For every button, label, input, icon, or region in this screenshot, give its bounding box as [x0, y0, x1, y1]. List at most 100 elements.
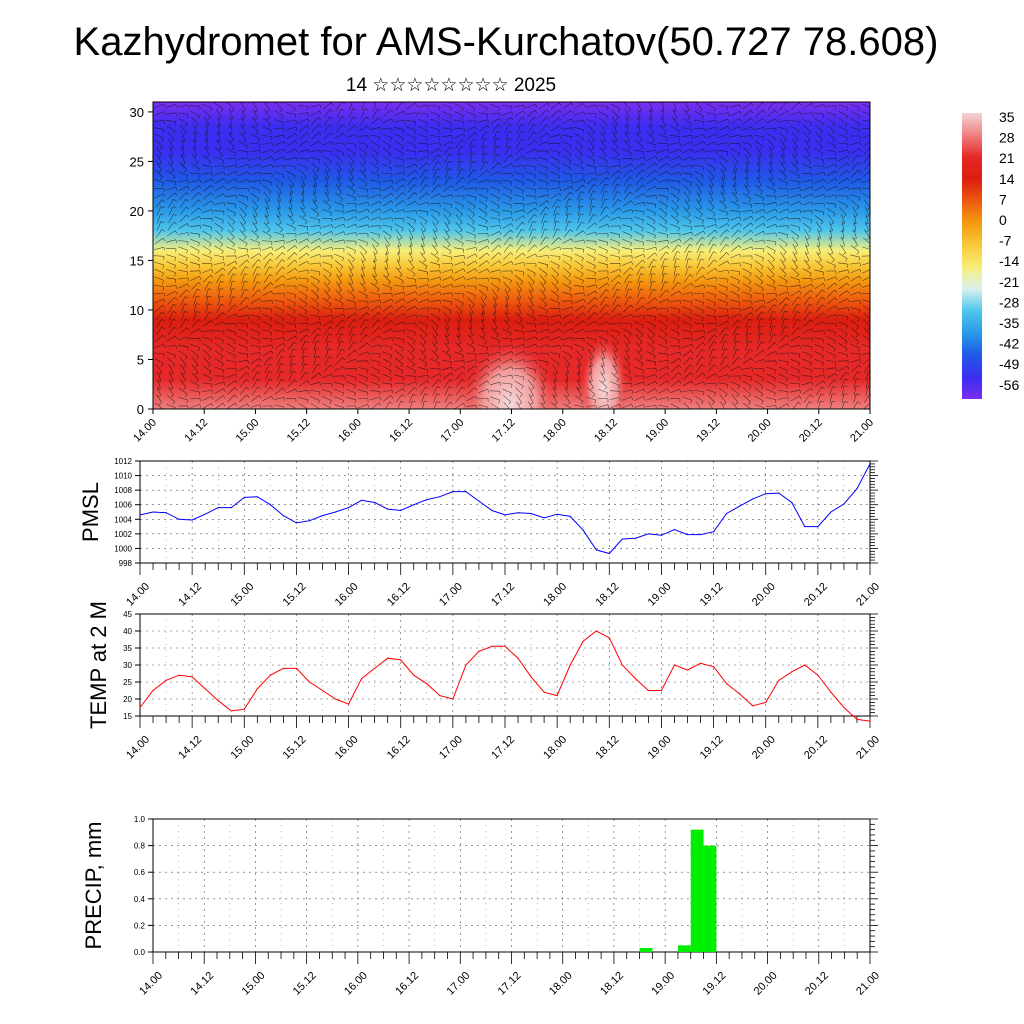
pmsl-series-point — [752, 498, 754, 500]
temp-series-point — [282, 667, 284, 670]
page-subtitle: 14 ☆☆☆☆☆☆☆☆ 2025 — [346, 75, 556, 96]
temp-series-point — [387, 657, 389, 659]
temperature-field — [153, 102, 870, 409]
temp-series-point — [491, 645, 493, 647]
y-tick-label: 998 — [119, 559, 133, 568]
temp-series-point — [400, 659, 402, 661]
x-tick-label: 21.00 — [854, 970, 882, 998]
time-tick-label: 14.12 — [182, 417, 210, 445]
temp-series-point — [765, 701, 767, 704]
pmsl-series-point — [321, 515, 324, 517]
colorbar-label: 35 — [999, 109, 1015, 125]
height-tick-label: 0 — [137, 402, 144, 417]
temp-series-point — [465, 664, 467, 666]
page-title: Kazhydromet for AMS-Kurchatov(50.727 78.… — [74, 20, 939, 64]
pmsl-series-point — [843, 503, 845, 505]
temp-series-point — [152, 689, 154, 692]
temp-series-point — [869, 720, 871, 722]
y-tick-label: 20 — [123, 695, 132, 704]
x-tick-label: 16.12 — [385, 581, 413, 609]
time-tick-label: 16.12 — [387, 417, 415, 445]
pmsl-series-point — [269, 504, 271, 506]
colorbar-label: -49 — [999, 356, 1019, 372]
temp-series-point — [791, 671, 793, 673]
pmsl-series-point — [191, 519, 193, 521]
pmsl-series-point — [295, 522, 298, 524]
temp-series-point — [530, 676, 532, 678]
temp-series-point — [439, 695, 441, 697]
time-tick-label: 18.00 — [541, 417, 569, 445]
colorbar-label: 0 — [999, 212, 1007, 228]
colorbar-label: -56 — [999, 377, 1019, 393]
height-tick-label: 15 — [130, 253, 144, 268]
height-axis: 0 5 10 15 20 25 30 — [130, 105, 153, 417]
pmsl-series-point — [465, 491, 467, 493]
x-tick-label: 15.12 — [291, 970, 319, 998]
temp-series-point — [256, 688, 258, 690]
time-tick-label: 15.00 — [234, 417, 262, 445]
x-tick-label: 17.00 — [437, 734, 465, 762]
pmsl-series-point — [856, 488, 858, 490]
temp-series-point — [165, 679, 167, 681]
temp-series-point — [478, 650, 480, 653]
y-tick-label: 1012 — [114, 457, 132, 466]
temp-series-point — [582, 640, 584, 642]
x-tick-label: 19.12 — [698, 581, 726, 609]
temp-series-point — [517, 657, 519, 659]
y-tick-label: 0.4 — [134, 895, 146, 904]
precip-bar — [677, 945, 691, 952]
y-tick-label: 1010 — [114, 472, 132, 481]
x-tick-label: 18.00 — [547, 970, 575, 998]
pmsl-series-point — [139, 514, 141, 516]
pmsl-series-point — [517, 512, 519, 514]
pmsl-series-point — [478, 500, 480, 502]
x-tick-label: 19.12 — [698, 734, 726, 762]
temp-2m-panel: 15 20 25 30 35 40 45 TEMP at 2 M 14.00 14.12 15.00… — [86, 601, 882, 762]
colorbar-label: 21 — [999, 150, 1015, 166]
temp-series-point — [830, 691, 832, 693]
pmsl-series-point — [660, 534, 663, 536]
x-tick-label: 20.12 — [802, 581, 830, 609]
temp-series-point — [660, 689, 663, 692]
pmsl-series-point — [152, 511, 154, 513]
x-tick-label: 20.00 — [752, 970, 780, 998]
y-tick-label: 1002 — [114, 530, 132, 539]
time-tick-label: 17.12 — [490, 417, 518, 445]
precip-panel: 0.0 0.2 0.4 0.6 0.8 1.0 PRECIP, mm 14.00 14.12 15… — [81, 815, 882, 998]
precip-bar — [639, 948, 653, 952]
temp-series-point — [178, 674, 180, 676]
temp-series-point — [621, 664, 623, 666]
x-tick-label: 17.00 — [437, 581, 465, 609]
temp-series-point — [569, 664, 571, 666]
x-tick-label: 15.00 — [240, 970, 268, 998]
pmsl-series-point — [426, 499, 428, 501]
y-tick-label: 45 — [123, 610, 132, 619]
pmsl-series — [139, 463, 871, 555]
pmsl-series-point — [739, 505, 741, 507]
y-tick-label: 0.0 — [134, 948, 146, 957]
pmsl-series-point — [504, 514, 506, 516]
temp-series-point — [504, 645, 506, 647]
x-tick-label: 14.12 — [188, 970, 216, 998]
pmsl-series-point — [439, 496, 441, 498]
x-tick-label: 16.00 — [333, 581, 361, 609]
x-tick-label: 21.00 — [854, 581, 882, 609]
colorbar-label: 14 — [999, 171, 1015, 187]
pmsl-series-point — [634, 537, 636, 539]
temp-series-point — [204, 688, 206, 690]
x-tick-label: 19.00 — [646, 581, 674, 609]
pmsl-series-point — [582, 529, 584, 531]
panel-grid — [139, 460, 871, 564]
y-axis-label: PRECIP, mm — [81, 822, 106, 950]
pmsl-series-point — [230, 507, 232, 509]
temp-series-point — [804, 664, 806, 666]
temp-series-point — [752, 705, 754, 707]
colorbar-label: -42 — [999, 336, 1019, 352]
pmsl-series-point — [282, 515, 284, 517]
temp-series-point — [191, 676, 193, 678]
temp-series-point — [426, 683, 428, 685]
temp-series-point — [347, 703, 350, 705]
x-tick-label: 16.00 — [333, 734, 361, 762]
pmsl-series-point — [452, 491, 454, 493]
